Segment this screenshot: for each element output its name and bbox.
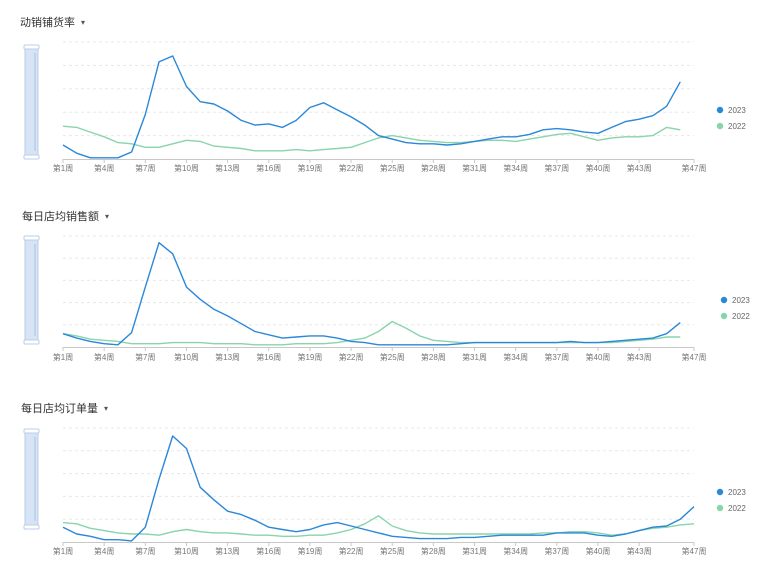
slider-handle-bottom[interactable] bbox=[23, 154, 40, 160]
chart-title: 每日店均销售额 bbox=[22, 211, 99, 223]
slider-handle-top[interactable] bbox=[23, 235, 40, 241]
chart-title: 动销铺货率 bbox=[20, 17, 75, 29]
slider-handle-top[interactable] bbox=[23, 428, 40, 434]
x-tick-label: 第28周 bbox=[421, 546, 446, 556]
x-tick-label: 第28周 bbox=[421, 163, 446, 173]
x-tick-label: 第22周 bbox=[339, 352, 364, 362]
x-tick-label: 第37周 bbox=[544, 546, 569, 556]
x-tick-label: 第19周 bbox=[297, 546, 322, 556]
x-tick-label: 第1周 bbox=[53, 546, 73, 556]
legend-label[interactable]: 2022 bbox=[732, 312, 750, 321]
legend-marker[interactable] bbox=[716, 504, 724, 512]
slider-handle-bottom[interactable] bbox=[23, 339, 40, 345]
line-chart: 第1周 第4周 第7周 第10周 第13周 第16周 第19周 第22周 第25周 第28周 第31… bbox=[23, 235, 750, 362]
x-tick-label: 第1周 bbox=[53, 352, 73, 362]
x-tick-label: 第19周 bbox=[297, 352, 322, 362]
x-tick-label: 第16周 bbox=[256, 546, 281, 556]
legend-label[interactable]: 2022 bbox=[728, 122, 746, 131]
x-tick-label: 第19周 bbox=[297, 163, 322, 173]
x-tick-label: 第16周 bbox=[256, 352, 281, 362]
caret-down-icon[interactable]: ▾ bbox=[104, 403, 109, 413]
x-tick-label: 第4周 bbox=[94, 546, 114, 556]
x-tick-label: 第40周 bbox=[586, 352, 611, 362]
x-tick-label: 第37周 bbox=[544, 352, 569, 362]
range-slider[interactable] bbox=[24, 46, 39, 158]
x-tick-label: 第13周 bbox=[215, 546, 240, 556]
x-tick-label: 第47周 bbox=[682, 352, 707, 362]
x-tick-label: 第7周 bbox=[135, 352, 155, 362]
x-tick-label: 第10周 bbox=[174, 163, 199, 173]
legend-label[interactable]: 2023 bbox=[728, 488, 746, 497]
legend-label[interactable]: 2023 bbox=[732, 296, 750, 305]
slider-handle-top[interactable] bbox=[23, 44, 40, 50]
chart-panel-3: 每日店均订单量 ▾ 第1周 第4周 第7周 第10周 第13周 第16周 第19周 第22周第… bbox=[0, 386, 766, 566]
chart-panel-1: 动销铺货率 ▾ 第1周 第4周 第7周 第10周 第13周 第16周 第19周 第22周 第25… bbox=[0, 0, 766, 180]
x-tick-label: 第43周 bbox=[627, 352, 652, 362]
line-chart: 第1周 第4周 第7周 第10周 第13周 第16周 第19周 第22周 第25周 第28周 第31… bbox=[23, 427, 746, 556]
caret-down-icon[interactable]: ▾ bbox=[81, 17, 86, 27]
line-chart: 第1周 第4周 第7周 第10周 第13周 第16周 第19周 第22周 第25周 第28周 第31… bbox=[23, 41, 746, 173]
x-tick-label: 第22周 bbox=[339, 163, 364, 173]
legend-marker[interactable] bbox=[716, 488, 724, 496]
x-tick-label: 第25周 bbox=[380, 352, 405, 362]
x-tick-label: 第1周 bbox=[53, 163, 73, 173]
legend-label[interactable]: 2023 bbox=[728, 106, 746, 115]
chart-panel-2: 每日店均销售额 ▾ 第1周 第4周 第7周 第10周 第13周 第16周 第19周 第22周第… bbox=[0, 194, 766, 374]
x-tick-label: 第13周 bbox=[215, 163, 240, 173]
x-tick-label: 第22周 bbox=[339, 546, 364, 556]
x-tick-label: 第34周 bbox=[503, 163, 528, 173]
x-tick-label: 第47周 bbox=[682, 546, 707, 556]
x-tick-label: 第34周 bbox=[503, 546, 528, 556]
x-tick-label: 第43周 bbox=[627, 546, 652, 556]
series-line-2023 bbox=[62, 435, 695, 542]
chart-title: 每日店均订单量 bbox=[21, 403, 98, 415]
legend-marker[interactable] bbox=[720, 312, 728, 320]
x-tick-label: 第13周 bbox=[215, 352, 240, 362]
x-tick-label: 第10周 bbox=[174, 352, 199, 362]
x-tick-label: 第40周 bbox=[586, 546, 611, 556]
x-tick-label: 第16周 bbox=[256, 163, 281, 173]
x-tick-label: 第7周 bbox=[135, 546, 155, 556]
x-tick-label: 第43周 bbox=[627, 163, 652, 173]
series-line-2022 bbox=[62, 125, 681, 152]
range-slider[interactable] bbox=[24, 237, 39, 343]
metric-selector-2[interactable]: 每日店均销售额 ▾ bbox=[22, 208, 109, 224]
slider-handle-bottom[interactable] bbox=[23, 524, 40, 530]
metric-selector-1[interactable]: 动销铺货率 ▾ bbox=[20, 14, 85, 30]
x-tick-label: 第31周 bbox=[462, 163, 487, 173]
x-tick-label: 第28周 bbox=[421, 352, 446, 362]
x-tick-label: 第25周 bbox=[380, 163, 405, 173]
x-tick-label: 第31周 bbox=[462, 546, 487, 556]
range-slider[interactable] bbox=[24, 430, 39, 528]
x-tick-label: 第37周 bbox=[544, 163, 569, 173]
x-tick-label: 第10周 bbox=[174, 546, 199, 556]
x-tick-label: 第7周 bbox=[135, 163, 155, 173]
legend-marker[interactable] bbox=[716, 106, 724, 114]
x-tick-label: 第31周 bbox=[462, 352, 487, 362]
legend-marker[interactable] bbox=[720, 296, 728, 304]
series-line-2022 bbox=[62, 515, 695, 537]
series-line-2023 bbox=[62, 55, 681, 159]
x-tick-label: 第25周 bbox=[380, 546, 405, 556]
metric-selector-3[interactable]: 每日店均订单量 ▾ bbox=[21, 400, 108, 416]
x-tick-label: 第34周 bbox=[503, 352, 528, 362]
caret-down-icon[interactable]: ▾ bbox=[105, 211, 110, 221]
x-tick-label: 第4周 bbox=[94, 163, 114, 173]
x-tick-label: 第40周 bbox=[586, 163, 611, 173]
x-tick-label: 第4周 bbox=[94, 352, 114, 362]
series-line-2023 bbox=[62, 242, 681, 346]
legend-marker[interactable] bbox=[716, 122, 724, 130]
legend-label[interactable]: 2022 bbox=[728, 504, 746, 513]
x-tick-label: 第47周 bbox=[682, 163, 707, 173]
